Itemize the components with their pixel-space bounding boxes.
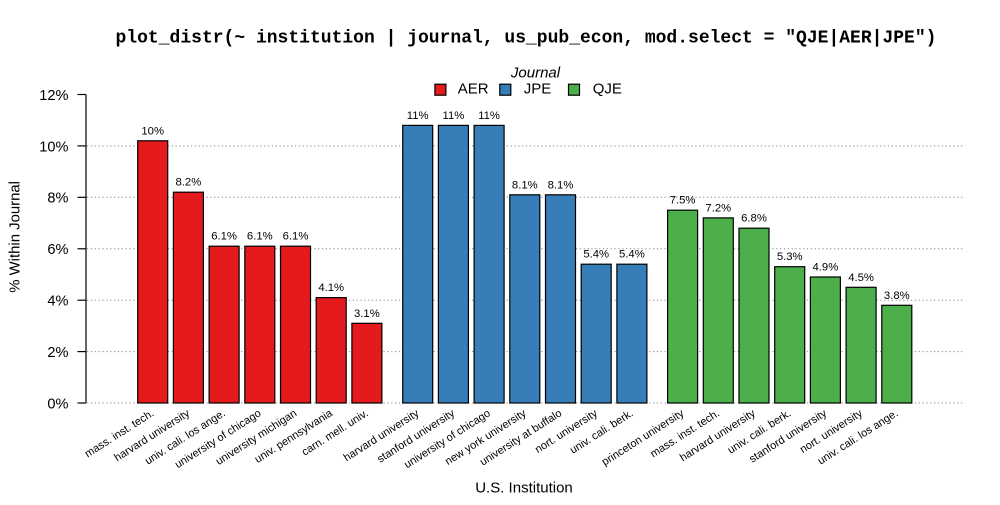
svg-text:3.1%: 3.1% [354,308,380,320]
svg-text:% Within Journal: % Within Journal [8,181,24,293]
svg-text:8.2%: 8.2% [176,177,202,189]
svg-text:4.1%: 4.1% [318,282,344,294]
svg-text:8%: 8% [47,191,68,207]
svg-text:6.8%: 6.8% [741,213,767,225]
svg-text:2%: 2% [47,345,68,361]
svg-text:U.S. Institution: U.S. Institution [475,480,573,497]
svg-text:6.1%: 6.1% [283,231,309,243]
svg-text:5.4%: 5.4% [583,249,609,261]
svg-text:6.1%: 6.1% [247,231,273,243]
svg-text:Journal: Journal [510,65,561,82]
svg-text:AER: AER [458,81,489,98]
svg-text:7.5%: 7.5% [670,195,696,207]
svg-text:JPE: JPE [524,81,552,98]
svg-text:6.1%: 6.1% [211,231,237,243]
svg-text:4.5%: 4.5% [848,272,874,284]
svg-text:11%: 11% [478,110,500,122]
svg-text:6%: 6% [47,242,68,258]
svg-text:11%: 11% [443,110,465,122]
svg-text:0%: 0% [47,396,68,412]
svg-text:3.8%: 3.8% [884,290,910,302]
svg-text:10%: 10% [141,125,164,137]
svg-text:8.1%: 8.1% [548,179,574,191]
svg-text:11%: 11% [407,110,429,122]
svg-text:12%: 12% [39,88,68,104]
svg-text:5.3%: 5.3% [777,251,803,263]
svg-text:plot_distr(~ institution | jou: plot_distr(~ institution | journal, us_p… [116,29,937,49]
svg-text:7.2%: 7.2% [705,202,731,214]
svg-text:10%: 10% [39,139,68,155]
svg-text:8.1%: 8.1% [512,179,538,191]
svg-text:4%: 4% [47,294,68,310]
svg-text:QJE: QJE [593,81,622,98]
svg-text:5.4%: 5.4% [619,249,645,261]
svg-text:4.9%: 4.9% [813,262,839,274]
